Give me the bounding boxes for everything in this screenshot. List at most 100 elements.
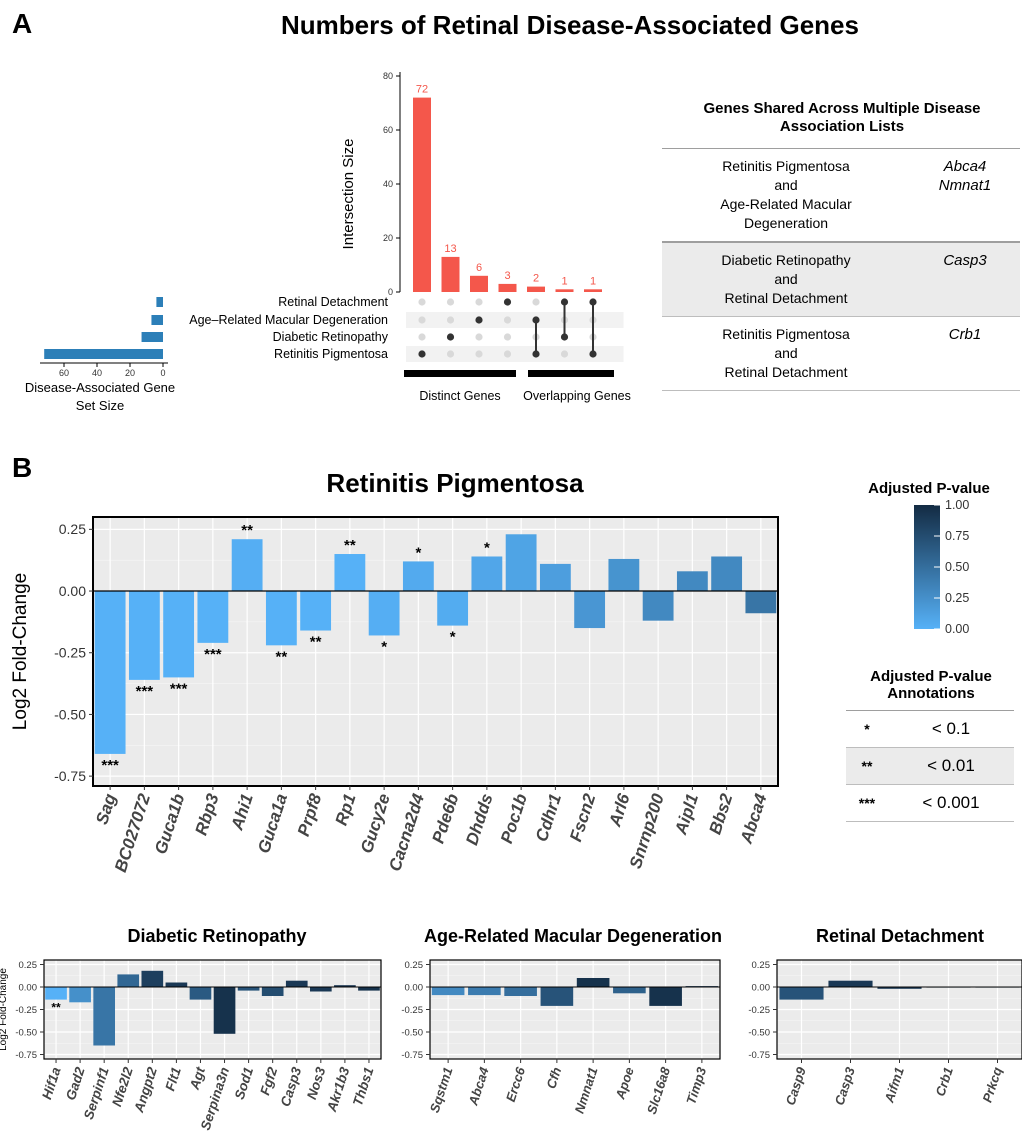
y-tick-label: 0.00: [59, 583, 86, 599]
y-tick-label: -0.25: [748, 1005, 770, 1016]
upset-y-tick: 80: [383, 71, 393, 81]
x-category-label: Casp9: [783, 1065, 810, 1107]
x-category-label: Nos3: [304, 1065, 329, 1101]
x-category-label: Poc1b: [497, 791, 531, 845]
x-category-label: Arl6: [605, 791, 634, 830]
intersection-label: 6: [476, 262, 482, 274]
significance-marker: *: [381, 638, 387, 655]
x-category-label: Rp1: [332, 791, 360, 827]
annotation-legend-title: Adjusted P-value Annotations: [846, 668, 1016, 702]
bar: [574, 591, 606, 629]
set-name: Age–Related Macular Degeneration: [189, 313, 388, 327]
x-category-label: Cfh: [543, 1065, 564, 1090]
bar: [649, 987, 682, 1006]
colorbar-tick: 1.00: [945, 498, 969, 512]
bar: [265, 591, 297, 646]
y-tick-label: 0.25: [752, 960, 771, 971]
shared-table-row: Retinitis Pigmentosa and Age-Related Macul…: [662, 148, 1020, 242]
panel-b-letter: B: [12, 452, 33, 483]
intersection-bar: [441, 256, 460, 292]
matrix-dot: [446, 298, 455, 306]
matrix-dot: [475, 350, 483, 358]
bar: [437, 591, 469, 626]
shared-table-row: Retinitis Pigmentosa and Retinal Detachmen…: [662, 317, 1020, 391]
bar: [141, 970, 164, 987]
upset-y-tick: 40: [383, 179, 393, 189]
bar: [711, 556, 743, 592]
bar: [189, 987, 212, 1000]
y-tick-label: 0.25: [59, 521, 86, 537]
bar: [285, 980, 308, 987]
bar: [576, 978, 610, 987]
matrix-dot: [503, 350, 512, 358]
significance-marker: ***: [101, 757, 119, 774]
disease-line: Retinitis Pigmentosa: [722, 158, 850, 174]
x-category-label: Slc16a8: [644, 1065, 673, 1116]
y-axis-label: Log2 Fold-Change: [0, 968, 9, 1051]
y-axis-label: Log2 Fold-Change: [10, 573, 31, 730]
upset-y-tick: 20: [383, 233, 393, 243]
x-category-label: Gucy2e: [357, 791, 394, 855]
overlapping-genes-bracket: [528, 370, 614, 377]
matrix-dot: [475, 298, 483, 306]
set-size-bar: [156, 297, 163, 307]
intersection-label: 72: [416, 84, 428, 96]
panel-a-letter: A: [12, 8, 33, 39]
x-category-label: Timp3: [683, 1065, 709, 1107]
y-tick-label: -0.75: [748, 1050, 770, 1061]
matrix-dot: [418, 298, 426, 306]
panel-a-title: Numbers of Retinal Disease-Associated Ge…: [281, 10, 859, 40]
x-category-label: Guca1a: [254, 791, 291, 855]
x-category-label: Aifm1: [881, 1065, 907, 1105]
x-category-label: Angpt2: [131, 1065, 160, 1115]
annotation-row: ** < 0.01: [846, 747, 1014, 785]
bar: [300, 591, 332, 631]
y-tick-label: 0.00: [752, 982, 771, 993]
bar: [608, 558, 640, 592]
bar: [539, 563, 571, 592]
significance-marker: ***: [136, 683, 154, 700]
x-category-label: Gad2: [63, 1065, 88, 1102]
x-category-label: Abca4: [736, 791, 770, 847]
chart-title: Retinal Detachment: [816, 926, 984, 946]
shared-table-gene-cell: Crb1: [910, 317, 1020, 391]
bar: [779, 987, 824, 1000]
set-size-tick: 0: [160, 368, 165, 378]
significance-marker: **: [344, 537, 356, 554]
set-name: Retinitis Pigmentosa: [274, 347, 388, 361]
bar: [642, 591, 674, 621]
disease-line: Retinal Detachment: [724, 364, 848, 380]
matrix-dot: [532, 298, 540, 306]
bar: [237, 987, 260, 991]
x-category-label: Cdhr1: [532, 791, 565, 844]
colorbar-tick: 0.50: [945, 560, 969, 574]
x-category-label: Prpf8: [294, 791, 326, 839]
significance-marker: **: [276, 648, 288, 665]
gene-name: Crb1: [948, 326, 982, 343]
x-category-label: Prkcq: [979, 1065, 1004, 1104]
y-tick-label: -0.75: [54, 768, 86, 784]
x-category-label: Aipl1: [671, 791, 702, 837]
shared-genes-table: Retinitis Pigmentosa and Age-Related Macul…: [662, 148, 1020, 391]
disease-line: and: [774, 345, 798, 361]
retinitis-pigmentosa-chart: ****** ******************0.250.00-0.25-0.…: [10, 468, 779, 875]
annotation-threshold: < 0.1: [931, 719, 971, 738]
matrix-dot: [503, 316, 512, 324]
intersection-label: 13: [444, 243, 456, 255]
intersection-label: 2: [533, 273, 539, 285]
intersection-label: 1: [590, 275, 596, 287]
upset-y-tick: 0: [388, 287, 393, 297]
x-category-label: Nmnat1: [572, 1065, 601, 1115]
set-size-label-line2: Set Size: [76, 398, 124, 413]
bar: [93, 987, 116, 1046]
bar: [431, 987, 465, 996]
intersection-label: 3: [504, 270, 510, 282]
x-category-label: Apoe: [612, 1065, 637, 1101]
annotation-symbol: **: [846, 747, 888, 785]
annotation-threshold: < 0.01: [887, 747, 1014, 785]
intersection-bar: [555, 289, 574, 292]
annotation-title-line2: Annotations: [887, 685, 975, 702]
significance-marker: **: [310, 634, 322, 651]
x-category-label: Sod1: [232, 1065, 256, 1101]
x-category-label: Nfe2l2: [109, 1065, 136, 1109]
